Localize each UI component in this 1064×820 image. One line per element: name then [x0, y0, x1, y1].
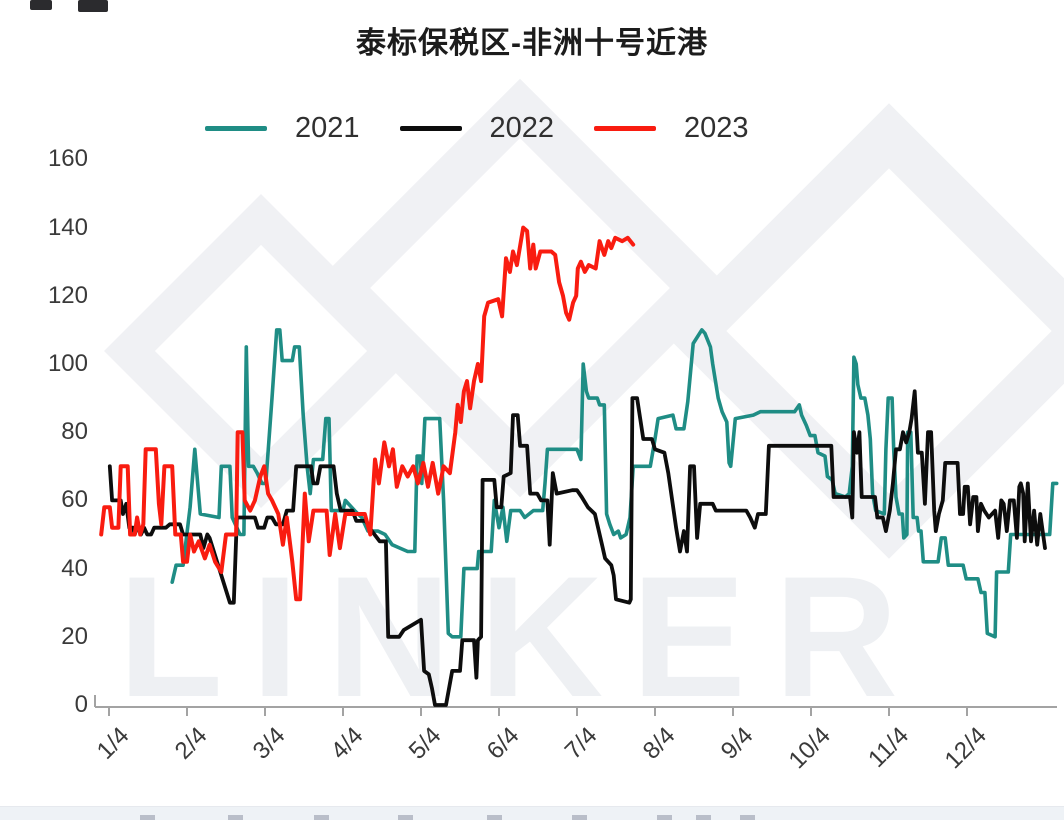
- y-tick-label: 0: [74, 691, 88, 718]
- bottom-cropped-fragment: [314, 815, 329, 820]
- bottom-cropped-fragment: [398, 815, 413, 820]
- series-line-2021: [170, 328, 1059, 639]
- top-left-cropped-fragment: [78, 0, 108, 12]
- series-line-2022: [107, 389, 1047, 707]
- y-tick-label: 20: [61, 622, 88, 650]
- bottom-cropped-fragment: [487, 815, 502, 820]
- y-tick-label: 60: [61, 486, 88, 514]
- legend-item-2021: 2021: [205, 112, 360, 145]
- y-tick-label: 140: [47, 213, 88, 241]
- bottom-cropped-fragment: [657, 815, 672, 820]
- legend-label: 2023: [684, 112, 749, 144]
- y-tick-label: 120: [47, 281, 88, 309]
- y-tick-label: 160: [47, 145, 88, 173]
- bottom-cropped-fragment: [140, 815, 155, 820]
- legend-line-swatch-2022: [399, 126, 462, 131]
- bottom-cropped-fragment: [572, 815, 587, 820]
- legend-line-swatch-2023: [594, 126, 657, 131]
- series-line-2023: [99, 225, 636, 602]
- y-tick-label: 40: [61, 554, 88, 582]
- bottom-cropped-fragment: [228, 815, 243, 820]
- legend-line-swatch-2021: [205, 126, 267, 131]
- bottom-cropped-fragment: [740, 815, 755, 820]
- watermark-text: LINKER: [118, 541, 927, 733]
- legend-label: 2021: [295, 112, 360, 144]
- y-tick-label: 100: [47, 350, 88, 377]
- bottom-cropped-band: [0, 806, 1064, 820]
- top-left-cropped-fragment: [30, 0, 52, 10]
- legend-item-2023: 2023: [594, 112, 749, 145]
- bottom-cropped-fragment: [696, 815, 711, 820]
- chart-title: 泰标保税区-非洲十号近港: [356, 27, 708, 60]
- y-tick-label: 80: [61, 418, 88, 446]
- legend-item-2022: 2022: [399, 112, 555, 145]
- legend-label: 2022: [489, 112, 555, 144]
- chart-legend: 2021 2022 2023: [205, 112, 749, 145]
